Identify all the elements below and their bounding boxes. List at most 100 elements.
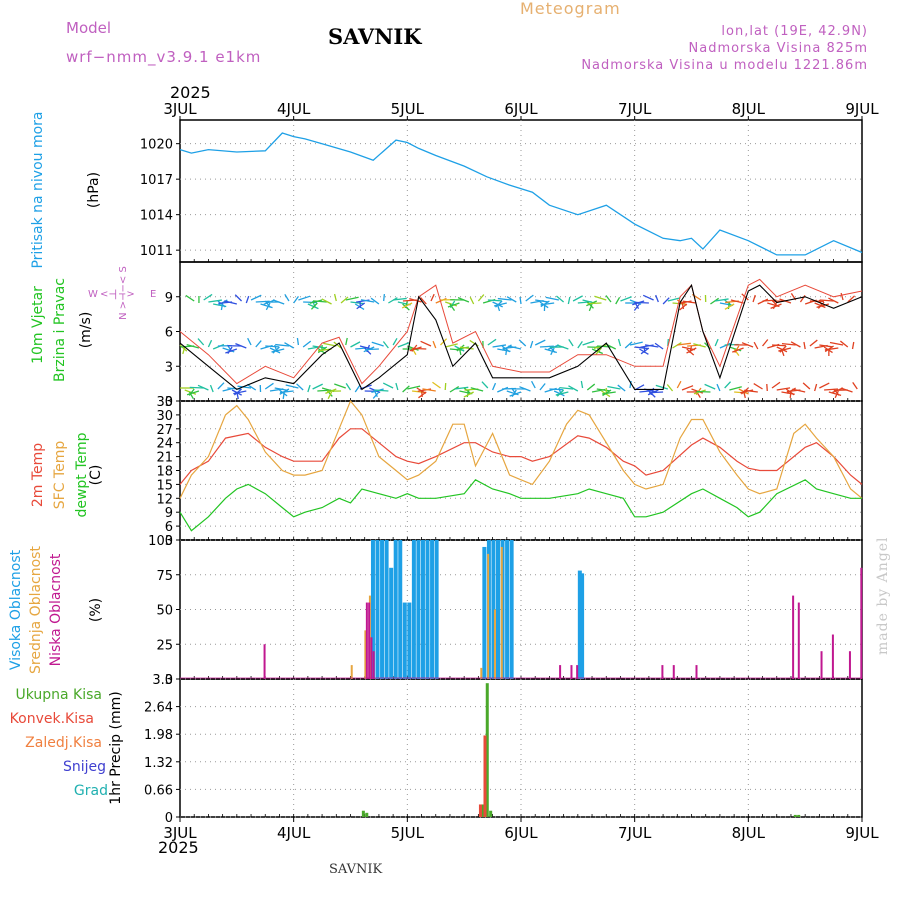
cloud_high-bar	[434, 540, 439, 679]
wind-barb	[271, 348, 285, 353]
wind-barb	[212, 343, 225, 350]
wind-barb	[753, 341, 759, 350]
wind-barb	[741, 342, 754, 348]
y-tick-label: 0.66	[144, 783, 173, 798]
wind-barb	[282, 391, 285, 400]
wind-barb	[620, 296, 632, 302]
wind-barb	[209, 384, 214, 393]
wind-barb	[508, 345, 522, 350]
cloud_low-bar	[559, 665, 562, 679]
cloud_high-bar	[380, 540, 385, 679]
wind-barb	[312, 300, 327, 303]
cloud_high-bar	[509, 540, 514, 679]
wind-barb	[676, 380, 682, 389]
wind-barb	[383, 293, 386, 302]
wind-barb	[681, 385, 694, 391]
y-tick-label: 50	[156, 604, 173, 619]
cloud_high-bar	[580, 573, 585, 679]
cloud_low-bar	[365, 602, 368, 679]
cloud_high-bar	[491, 540, 496, 679]
wind-barb	[519, 296, 522, 305]
y-tick-label: 2.64	[144, 701, 173, 716]
cloud_high-bar	[411, 540, 416, 679]
y-tick-label: 27	[156, 423, 173, 438]
wind-barb	[296, 383, 304, 391]
wind-barb	[186, 390, 200, 396]
wind-barb	[491, 382, 497, 391]
wind-barb	[354, 385, 361, 393]
wind-barb	[732, 347, 744, 353]
wind-barb	[388, 297, 398, 304]
wind-barb	[595, 347, 602, 355]
cloud_high-bar	[389, 567, 394, 679]
wind-barb	[274, 387, 288, 392]
temp-unit: (C)	[88, 465, 104, 486]
model-altitude-info: Nadmorska Visina u modelu 1221.86m	[581, 58, 868, 73]
wind-barb	[753, 383, 763, 390]
cloud_mid-bar	[364, 630, 367, 679]
y-tick-label: 1011	[140, 244, 173, 259]
wind-barb	[323, 342, 337, 347]
y-tick-label: 3.3	[152, 673, 173, 688]
wind-barb	[634, 301, 649, 304]
wind-barb	[819, 382, 830, 389]
cloud_mid-bar	[487, 553, 490, 679]
wind-label-1: 10m Vjetar	[30, 286, 46, 364]
y-tick-label: 75	[156, 569, 173, 584]
cloud_high-bar	[425, 540, 430, 679]
wind-barb	[642, 294, 654, 301]
x-tick-label-top: 8JUL	[732, 100, 766, 118]
compass-center: |	[114, 289, 117, 300]
wind-barb	[237, 385, 252, 389]
wind-barb	[799, 295, 806, 303]
wind-barb	[586, 383, 596, 391]
x-tick-label-top: 6JUL	[504, 100, 538, 118]
cloud_mid-bar	[493, 609, 496, 679]
wind-barb	[824, 347, 839, 351]
wind-barb	[197, 338, 205, 346]
cloud_low-bar	[263, 644, 266, 679]
wind-barb	[629, 380, 632, 389]
wind-barb	[577, 341, 583, 349]
precip-legend-item: Grad	[74, 783, 108, 799]
wind-barb	[729, 386, 742, 391]
wind-barb	[422, 388, 436, 392]
wind-barb	[265, 302, 271, 311]
wind-barb	[555, 295, 565, 303]
precip-legend-item: Zaledj.Kisa	[25, 735, 102, 751]
cloud_low-bar	[661, 665, 664, 679]
wind-barb	[580, 380, 584, 389]
wind-barb	[819, 344, 833, 348]
wind-barb	[672, 342, 682, 349]
temp-label-2m: 2m Temp	[30, 443, 46, 507]
y-tick-label: 0	[165, 811, 173, 826]
cloud_mid-bar	[480, 667, 483, 679]
wind-barb	[809, 339, 818, 347]
wind-barb	[184, 389, 197, 395]
cloud-label-high: Visoka Oblacnost	[8, 549, 24, 670]
wind-barb	[382, 341, 389, 349]
wind-barb	[781, 343, 796, 346]
wind-barb	[724, 381, 732, 389]
wind-barb	[370, 297, 380, 305]
wind-barb	[654, 342, 664, 350]
wind-barb	[449, 386, 460, 393]
wind-barb	[549, 388, 564, 391]
wind-barb	[545, 296, 560, 301]
wind-barb	[633, 303, 640, 311]
x-tick-label-top: 9JUL	[845, 100, 879, 118]
wind-barb	[819, 299, 834, 302]
wind-barb	[715, 298, 729, 302]
y-tick-label: 9	[165, 291, 173, 306]
y-tick-label: 1020	[140, 138, 173, 153]
total_precip-bar	[793, 814, 797, 817]
wind-barb	[246, 383, 257, 391]
y-tick-label: 21	[156, 451, 173, 466]
total_precip-bar	[361, 810, 365, 817]
cloud-unit: (%)	[88, 598, 104, 622]
wind-barb	[693, 343, 706, 348]
wind-barb	[203, 293, 213, 301]
wind-barb	[814, 302, 826, 309]
wind-barb	[802, 382, 811, 390]
wind-barb	[493, 302, 507, 307]
